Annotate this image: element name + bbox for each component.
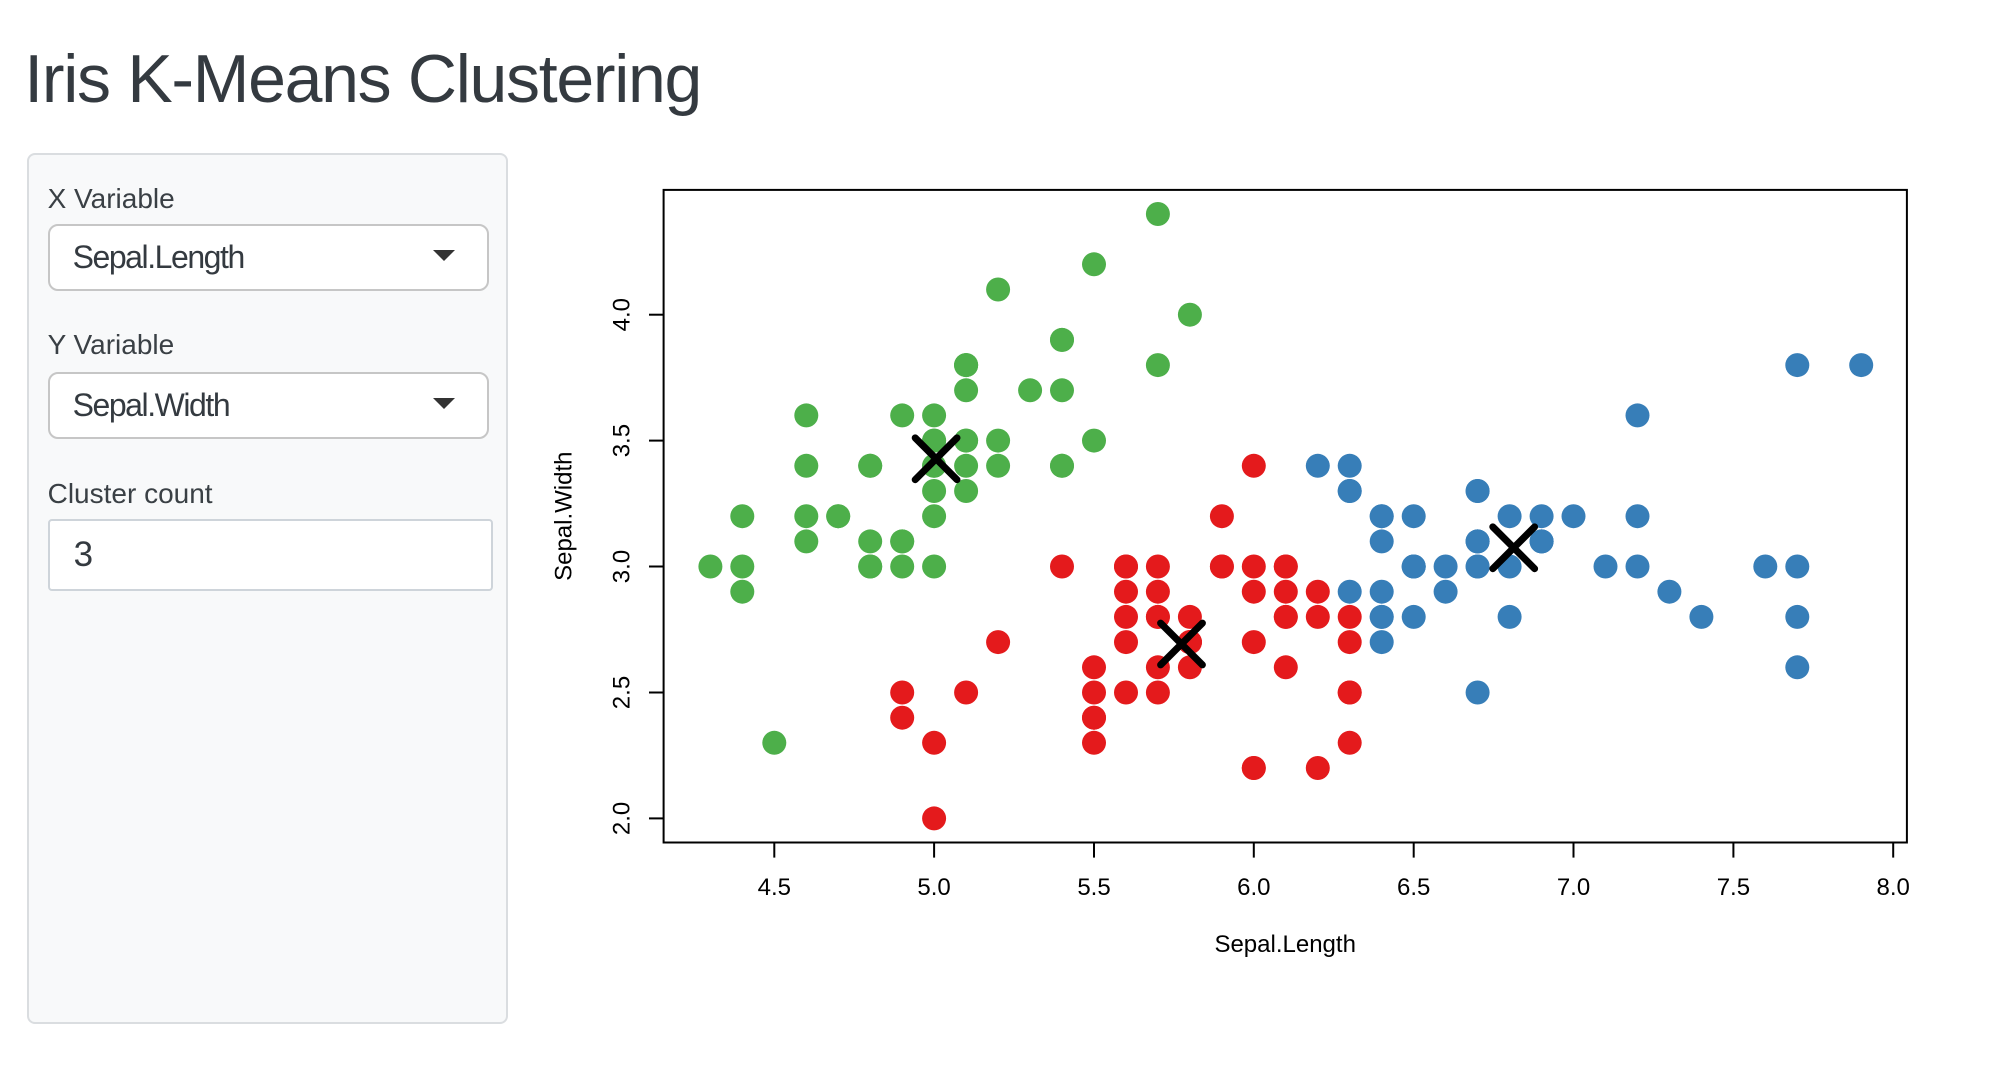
svg-text:8.0: 8.0 xyxy=(1877,874,1910,901)
svg-text:4.0: 4.0 xyxy=(608,298,635,331)
svg-text:6.5: 6.5 xyxy=(1397,874,1430,901)
svg-text:2.5: 2.5 xyxy=(608,676,635,709)
svg-text:4.5: 4.5 xyxy=(758,874,791,901)
svg-text:3.5: 3.5 xyxy=(608,424,635,457)
svg-text:7.5: 7.5 xyxy=(1717,874,1750,901)
svg-text:3.0: 3.0 xyxy=(608,550,635,583)
svg-text:Sepal.Length: Sepal.Length xyxy=(1214,931,1355,958)
svg-text:Sepal.Width: Sepal.Width xyxy=(550,451,577,580)
svg-text:5.5: 5.5 xyxy=(1077,874,1110,901)
svg-text:2.0: 2.0 xyxy=(608,802,635,835)
svg-text:5.0: 5.0 xyxy=(917,874,950,901)
svg-text:7.0: 7.0 xyxy=(1557,874,1590,901)
svg-text:6.0: 6.0 xyxy=(1237,874,1270,901)
